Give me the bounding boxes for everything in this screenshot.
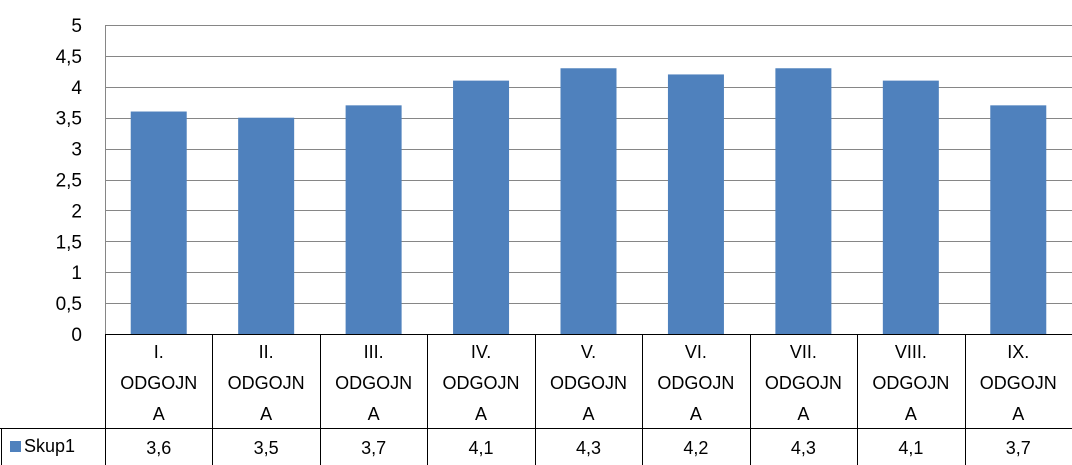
category-label: ODGOJN [335,373,412,393]
category-label: II. [259,342,274,362]
data-value-label: 3,6 [146,438,171,458]
bar [453,80,510,335]
category-label: A [368,404,380,424]
category-label: ODGOJN [657,373,734,393]
y-tick-label: 3,5 [56,109,82,130]
y-tick-label: 2 [71,201,82,222]
category-label: ODGOJN [228,373,305,393]
data-value-label: 4,1 [469,438,494,458]
bar [667,74,724,334]
y-tick-label: 1,5 [56,232,82,253]
category-label: ODGOJN [443,373,520,393]
category-label: A [905,404,917,424]
category-label: A [475,404,487,424]
data-value-label: 3,5 [254,438,279,458]
category-label: A [582,404,594,424]
category-label: A [260,404,272,424]
y-tick-label: 5 [71,16,82,37]
category-label: ODGOJN [120,373,197,393]
category-label: ODGOJN [980,373,1057,393]
bar [775,68,832,334]
legend-label: Skup1 [24,436,75,456]
category-label: ODGOJN [550,373,627,393]
category-label: A [153,404,165,424]
category-label: A [797,404,809,424]
data-value-label: 3,7 [361,438,386,458]
data-table: I. ODGOJN A II. ODGOJN A III. ODGOJN A IV. ODGOJN A… [0,334,1072,465]
category-label: A [1012,404,1024,424]
y-tick-label: 0,5 [56,294,82,315]
y-tick-label: 0 [71,325,82,346]
y-tick-label: 2,5 [56,171,82,192]
category-label: VIII. [895,342,927,362]
category-label: IV. [471,342,491,362]
category-label: VI. [685,342,707,362]
legend-swatch [10,441,21,452]
category-label: IX. [1007,342,1029,362]
category-label: III. [364,342,384,362]
data-value-label: 4,1 [898,438,923,458]
data-value-label: 4,2 [683,438,708,458]
y-tick-label: 1 [71,263,82,284]
y-tick-label: 4 [71,78,82,99]
bar [560,68,617,334]
category-label: VII. [790,342,817,362]
category-label: I. [154,342,164,362]
y-tick-label: 4,5 [56,47,82,68]
data-value-label: 4,3 [791,438,816,458]
category-label: V. [581,342,596,362]
y-tick-label: 3 [71,140,82,161]
category-label: ODGOJN [872,373,949,393]
category-label: ODGOJN [765,373,842,393]
bar [990,105,1047,334]
category-label: A [690,404,702,424]
bar [345,105,402,334]
data-value-label: 4,3 [576,438,601,458]
y-axis: 0 0,5 1 1,5 2 2,5 3 3,5 4 4,5 5 [56,16,83,346]
bar [238,117,295,334]
bar [130,111,187,335]
bar [882,80,939,335]
data-value-label: 3,7 [1006,438,1031,458]
bars [130,68,1047,335]
